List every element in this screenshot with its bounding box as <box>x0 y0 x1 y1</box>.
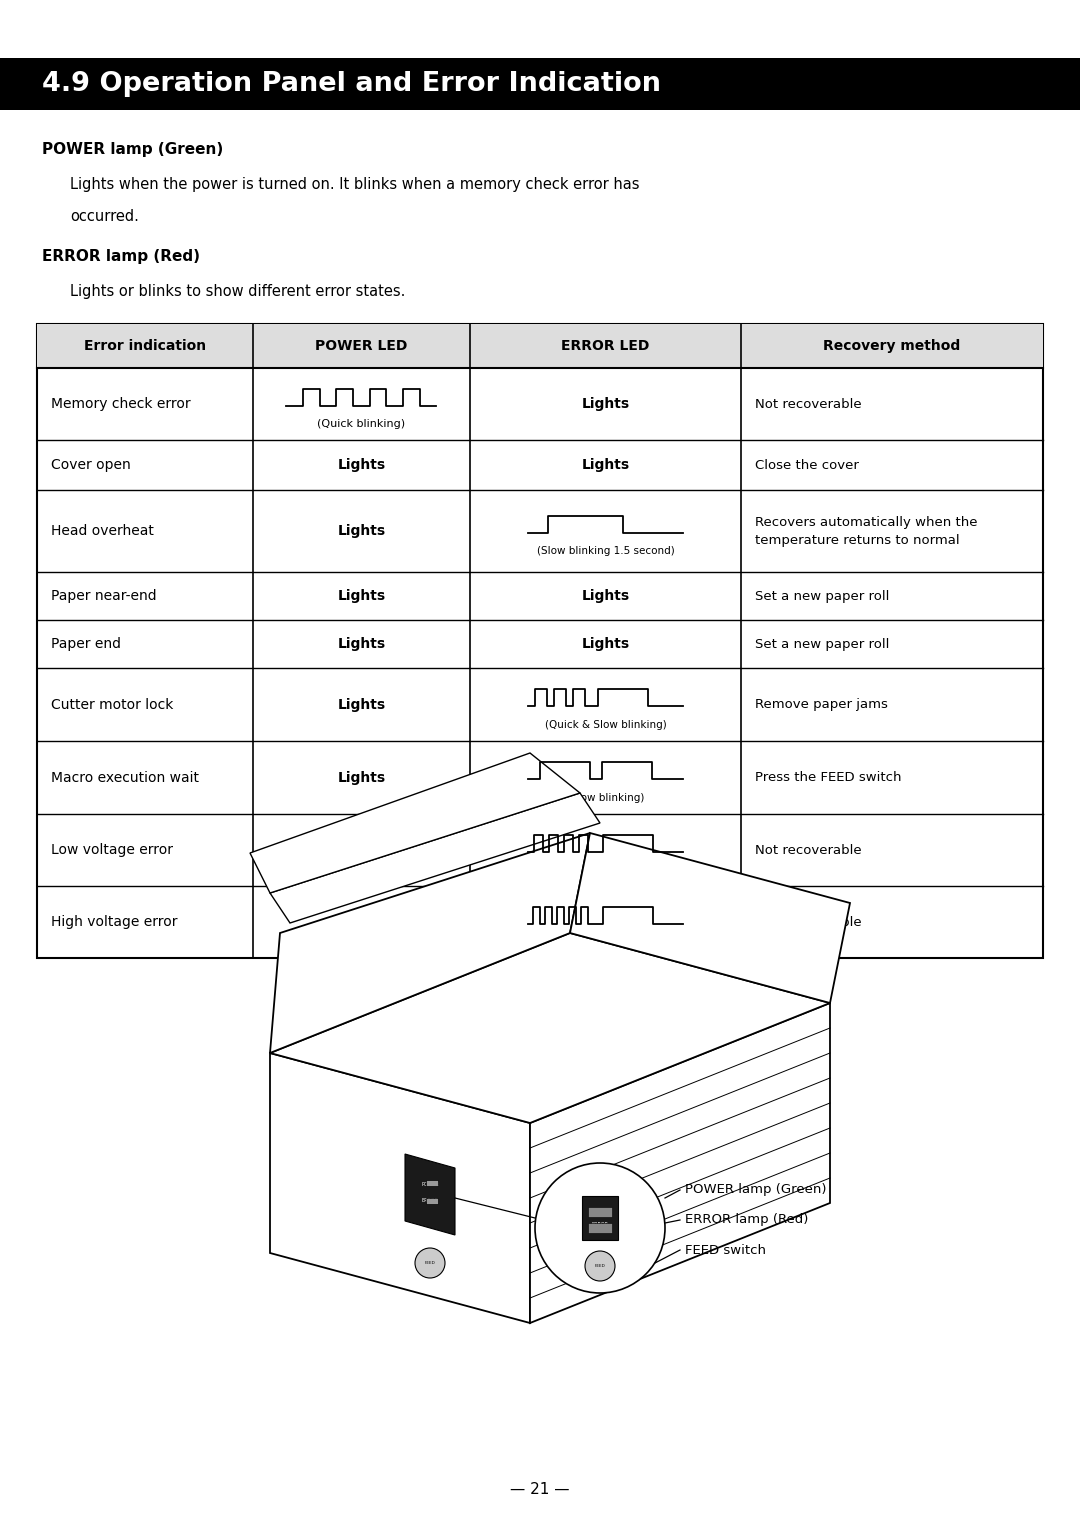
Text: Macro execution wait: Macro execution wait <box>51 771 199 784</box>
Text: Lights: Lights <box>581 398 630 411</box>
Text: FEED: FEED <box>595 1264 606 1268</box>
Text: FEED: FEED <box>424 1261 435 1264</box>
Polygon shape <box>270 794 600 924</box>
Text: Lights: Lights <box>581 459 630 472</box>
Polygon shape <box>570 833 850 1003</box>
Text: Lights: Lights <box>337 697 386 711</box>
Text: Lights: Lights <box>581 589 630 602</box>
Bar <box>37 324 1043 368</box>
Text: Error indication: Error indication <box>84 339 206 353</box>
Text: Paper near-end: Paper near-end <box>51 589 157 602</box>
Bar <box>588 1206 612 1217</box>
Bar <box>0 58 1080 110</box>
Bar <box>37 324 1043 959</box>
Circle shape <box>535 1164 665 1294</box>
Text: Lights: Lights <box>581 638 630 651</box>
Text: Lights or blinks to show different error states.: Lights or blinks to show different error… <box>70 284 405 300</box>
Text: 4.9 Operation Panel and Error Indication: 4.9 Operation Panel and Error Indication <box>42 70 661 96</box>
Bar <box>582 1196 618 1240</box>
Circle shape <box>415 1248 445 1278</box>
Bar <box>426 1180 438 1187</box>
Text: Lights when the power is turned on. It blinks when a memory check error has: Lights when the power is turned on. It b… <box>70 177 639 193</box>
Text: Remove paper jams: Remove paper jams <box>755 699 888 711</box>
Text: ERROR lamp (Red): ERROR lamp (Red) <box>42 249 200 265</box>
Text: Cutter motor lock: Cutter motor lock <box>51 697 174 711</box>
Polygon shape <box>530 1003 831 1323</box>
Polygon shape <box>405 1154 455 1235</box>
Text: ERROR lamp (Red): ERROR lamp (Red) <box>685 1214 808 1226</box>
Polygon shape <box>270 833 590 1053</box>
Text: POWER: POWER <box>591 1208 609 1212</box>
Bar <box>426 1199 438 1203</box>
Text: High voltage error: High voltage error <box>51 914 177 930</box>
Text: Lights: Lights <box>337 771 386 784</box>
Text: Close the cover: Close the cover <box>755 459 859 471</box>
Text: Press the FEED switch: Press the FEED switch <box>755 771 902 784</box>
Text: Not recoverable: Not recoverable <box>755 844 862 856</box>
Text: Lights: Lights <box>337 914 386 930</box>
Text: POWER LED: POWER LED <box>315 339 407 353</box>
Text: POWER lamp (Green): POWER lamp (Green) <box>685 1183 826 1197</box>
Text: (Quick & Slow blinking): (Quick & Slow blinking) <box>544 865 666 875</box>
Text: Recovers automatically when the
temperature returns to normal: Recovers automatically when the temperat… <box>755 515 977 546</box>
Text: Paper end: Paper end <box>51 638 121 651</box>
Text: occurred.: occurred. <box>70 209 139 225</box>
Text: FEED switch: FEED switch <box>685 1243 766 1257</box>
Text: Not recoverable: Not recoverable <box>755 398 862 410</box>
Text: Low voltage error: Low voltage error <box>51 842 173 856</box>
Text: (Slow blinking): (Slow blinking) <box>567 792 644 803</box>
Text: Not recoverable: Not recoverable <box>755 916 862 928</box>
Text: — 21 —: — 21 — <box>510 1482 570 1497</box>
Polygon shape <box>249 752 580 893</box>
Text: Cover open: Cover open <box>51 459 131 472</box>
Text: Head overheat: Head overheat <box>51 524 153 538</box>
Text: Lights: Lights <box>337 589 386 602</box>
Text: Lights: Lights <box>337 459 386 472</box>
Text: Set a new paper roll: Set a new paper roll <box>755 590 890 602</box>
Polygon shape <box>270 1053 530 1323</box>
Text: POWER: POWER <box>421 1182 438 1188</box>
Text: ERROR LED: ERROR LED <box>562 339 649 353</box>
Text: Lights: Lights <box>337 638 386 651</box>
Text: Lights: Lights <box>337 524 386 538</box>
Text: Set a new paper roll: Set a new paper roll <box>755 638 890 650</box>
Polygon shape <box>270 933 831 1122</box>
Text: ERROR: ERROR <box>421 1197 438 1202</box>
Text: (Slow blinking 1.5 second): (Slow blinking 1.5 second) <box>537 546 674 557</box>
Text: POWER lamp (Green): POWER lamp (Green) <box>42 142 224 157</box>
Circle shape <box>585 1251 615 1281</box>
Text: Lights: Lights <box>337 842 386 856</box>
Text: Memory check error: Memory check error <box>51 398 191 411</box>
Bar <box>588 1223 612 1232</box>
Text: (Quick & Slow blinking): (Quick & Slow blinking) <box>544 720 666 729</box>
Text: ERROR: ERROR <box>592 1222 608 1226</box>
Text: (Quick blinking): (Quick blinking) <box>318 419 405 430</box>
Text: Recovery method: Recovery method <box>823 339 961 353</box>
Text: (Quick & Slow blinking): (Quick & Slow blinking) <box>544 937 666 946</box>
